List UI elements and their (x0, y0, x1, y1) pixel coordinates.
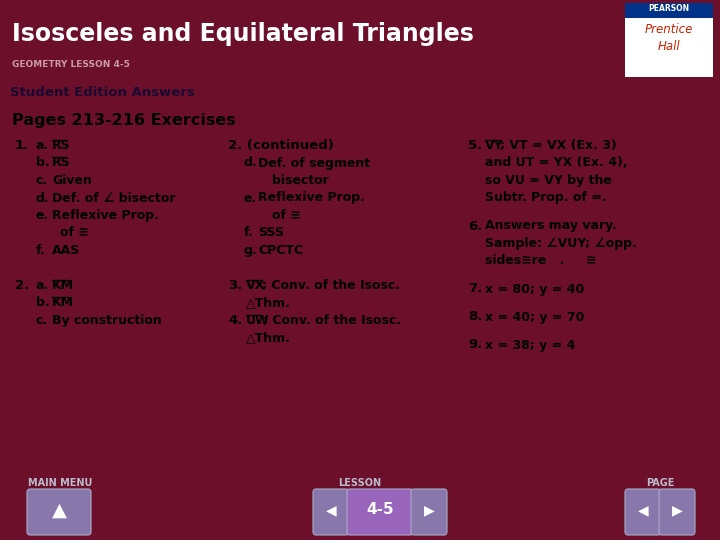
Text: f.: f. (36, 244, 45, 257)
Text: Student Edition Answers: Student Edition Answers (10, 85, 194, 98)
Text: ▶: ▶ (423, 503, 434, 517)
Text: 8.: 8. (468, 310, 482, 323)
Text: Hall: Hall (657, 40, 680, 53)
Text: x = 38; y = 4: x = 38; y = 4 (485, 339, 575, 352)
Text: e.: e. (244, 192, 257, 205)
Text: ▲: ▲ (52, 501, 66, 519)
Text: 2. (continued): 2. (continued) (228, 139, 334, 152)
Text: 4-5: 4-5 (366, 503, 394, 517)
Text: ◀: ◀ (325, 503, 336, 517)
Text: Subtr. Prop. of =.: Subtr. Prop. of =. (485, 192, 607, 205)
Text: and UT = YX (Ex. 4),: and UT = YX (Ex. 4), (485, 157, 628, 170)
Text: LESSON: LESSON (338, 478, 382, 488)
Text: By construction: By construction (52, 314, 162, 327)
Text: ◀: ◀ (638, 503, 648, 517)
Text: Reflexive Prop.: Reflexive Prop. (258, 192, 365, 205)
Text: Def. of segment: Def. of segment (258, 157, 370, 170)
Text: AAS: AAS (52, 244, 80, 257)
FancyBboxPatch shape (625, 3, 713, 18)
Text: c.: c. (36, 174, 48, 187)
Text: d.: d. (36, 192, 50, 205)
Text: ; VT = VX (Ex. 3): ; VT = VX (Ex. 3) (500, 139, 617, 152)
FancyBboxPatch shape (313, 489, 349, 535)
Text: KM: KM (52, 296, 74, 309)
Text: Isosceles and Equilateral Triangles: Isosceles and Equilateral Triangles (12, 22, 474, 46)
Text: △Thm.: △Thm. (246, 296, 291, 309)
Text: RS: RS (52, 157, 71, 170)
Text: c.: c. (36, 314, 48, 327)
Text: RS: RS (52, 139, 71, 152)
Text: b.: b. (36, 296, 50, 309)
Text: 4.: 4. (228, 314, 243, 327)
Text: 6.: 6. (468, 219, 482, 233)
Text: 5.: 5. (468, 139, 482, 152)
Text: 2.: 2. (15, 279, 30, 292)
Text: VX: VX (246, 279, 265, 292)
Text: x = 40; y = 70: x = 40; y = 70 (485, 310, 585, 323)
Text: GEOMETRY LESSON 4-5: GEOMETRY LESSON 4-5 (12, 60, 130, 69)
Text: Answers may vary.: Answers may vary. (485, 219, 617, 233)
FancyBboxPatch shape (625, 489, 661, 535)
Text: SSS: SSS (258, 226, 284, 240)
Text: VY: VY (485, 139, 503, 152)
Text: Prentice: Prentice (645, 23, 693, 36)
Text: x = 80; y = 40: x = 80; y = 40 (485, 282, 584, 295)
Text: Reflexive Prop.: Reflexive Prop. (52, 209, 159, 222)
Text: Sample: ∠VUY; ∠opp.: Sample: ∠VUY; ∠opp. (485, 237, 636, 250)
Text: UW: UW (246, 314, 270, 327)
Text: 1.: 1. (15, 139, 30, 152)
Text: of ≅: of ≅ (60, 226, 89, 240)
FancyBboxPatch shape (411, 489, 447, 535)
Text: e.: e. (36, 209, 49, 222)
Text: a.: a. (36, 139, 49, 152)
Text: f.: f. (244, 226, 253, 240)
Text: △Thm.: △Thm. (246, 332, 291, 345)
Text: sides≅re   .     ≅: sides≅re . ≅ (485, 254, 597, 267)
Text: PAGE: PAGE (646, 478, 674, 488)
Text: a.: a. (36, 279, 49, 292)
FancyBboxPatch shape (27, 489, 91, 535)
FancyBboxPatch shape (659, 489, 695, 535)
Text: b.: b. (36, 157, 50, 170)
Text: of ≅: of ≅ (272, 209, 301, 222)
Text: g.: g. (244, 244, 258, 257)
Text: d.: d. (244, 157, 258, 170)
FancyBboxPatch shape (347, 489, 413, 535)
Text: Def. of ∠ bisector: Def. of ∠ bisector (52, 192, 176, 205)
Text: ; Conv. of the Isosc.: ; Conv. of the Isosc. (263, 314, 401, 327)
Text: Pages 213-216 Exercises: Pages 213-216 Exercises (12, 113, 235, 128)
Text: 3.: 3. (228, 279, 243, 292)
Text: 7.: 7. (468, 282, 482, 295)
FancyBboxPatch shape (625, 3, 713, 77)
Text: PEARSON: PEARSON (649, 4, 690, 13)
Text: KM: KM (52, 279, 74, 292)
Text: so VU = VY by the: so VU = VY by the (485, 174, 612, 187)
Text: CPCTC: CPCTC (258, 244, 303, 257)
Text: ; Conv. of the Isosc.: ; Conv. of the Isosc. (262, 279, 400, 292)
Text: ▶: ▶ (672, 503, 683, 517)
Text: MAIN MENU: MAIN MENU (28, 478, 92, 488)
Text: bisector: bisector (272, 174, 329, 187)
Text: Given: Given (52, 174, 92, 187)
Text: 9.: 9. (468, 339, 482, 352)
